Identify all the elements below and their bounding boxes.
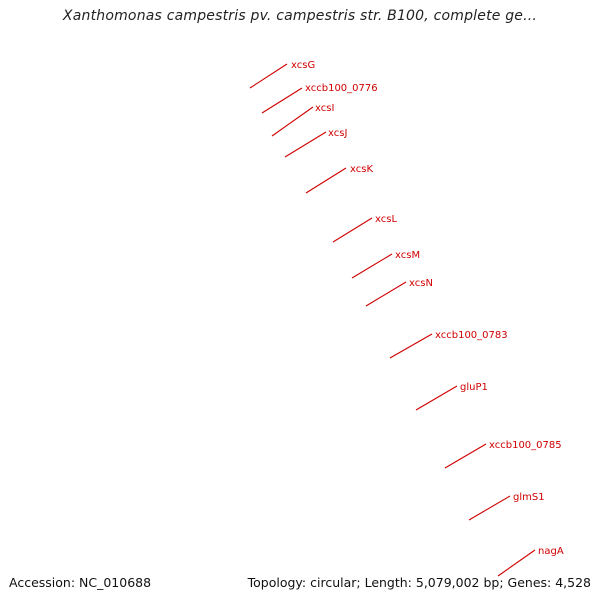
gene-leader-line (389, 333, 433, 359)
gene-leader-line (305, 167, 347, 194)
map-title: Xanthomonas campestris pv. campestris st… (62, 8, 538, 24)
gene-label[interactable]: xccb100_0785 (489, 440, 562, 451)
gene-leader-line (365, 281, 407, 307)
accession-text: Accession: NC_010688 (9, 575, 152, 590)
gene-label[interactable]: gluP1 (460, 382, 488, 393)
gene-label[interactable]: glmS1 (513, 492, 545, 503)
gene-label[interactable]: xccb100_0783 (435, 330, 508, 341)
gene-label[interactable]: xcsG (291, 60, 315, 71)
gene-label[interactable]: xcsI (315, 103, 334, 114)
gene-label[interactable]: xcsN (409, 278, 433, 289)
gene-label[interactable]: xcsM (395, 250, 420, 261)
gene-leader-line (497, 549, 536, 577)
topology-text: Topology: circular; Length: 5,079,002 bp… (247, 575, 591, 590)
gene-leader-line (332, 217, 373, 243)
gene-leader-line (271, 106, 314, 137)
gene-label[interactable]: xccb100_0776 (305, 83, 378, 94)
gene-leader-line (261, 87, 303, 114)
gene-label[interactable]: nagA (538, 546, 564, 557)
gene-leader-line (468, 495, 511, 521)
gene-leader-line (415, 385, 458, 411)
gene-labels: xcsG xccb100_0776 xcsI xcsJ xcsK xcsL xcsM xcsN… (249, 60, 564, 577)
gene-label[interactable]: xcsK (350, 164, 373, 175)
gene-leader-line (444, 443, 487, 469)
gene-leader-line (284, 131, 327, 158)
gene-label[interactable]: xcsL (375, 214, 397, 225)
gene-leader-line (351, 253, 393, 279)
gene-label[interactable]: xcsJ (328, 128, 347, 139)
gene-leader-line (249, 63, 288, 89)
